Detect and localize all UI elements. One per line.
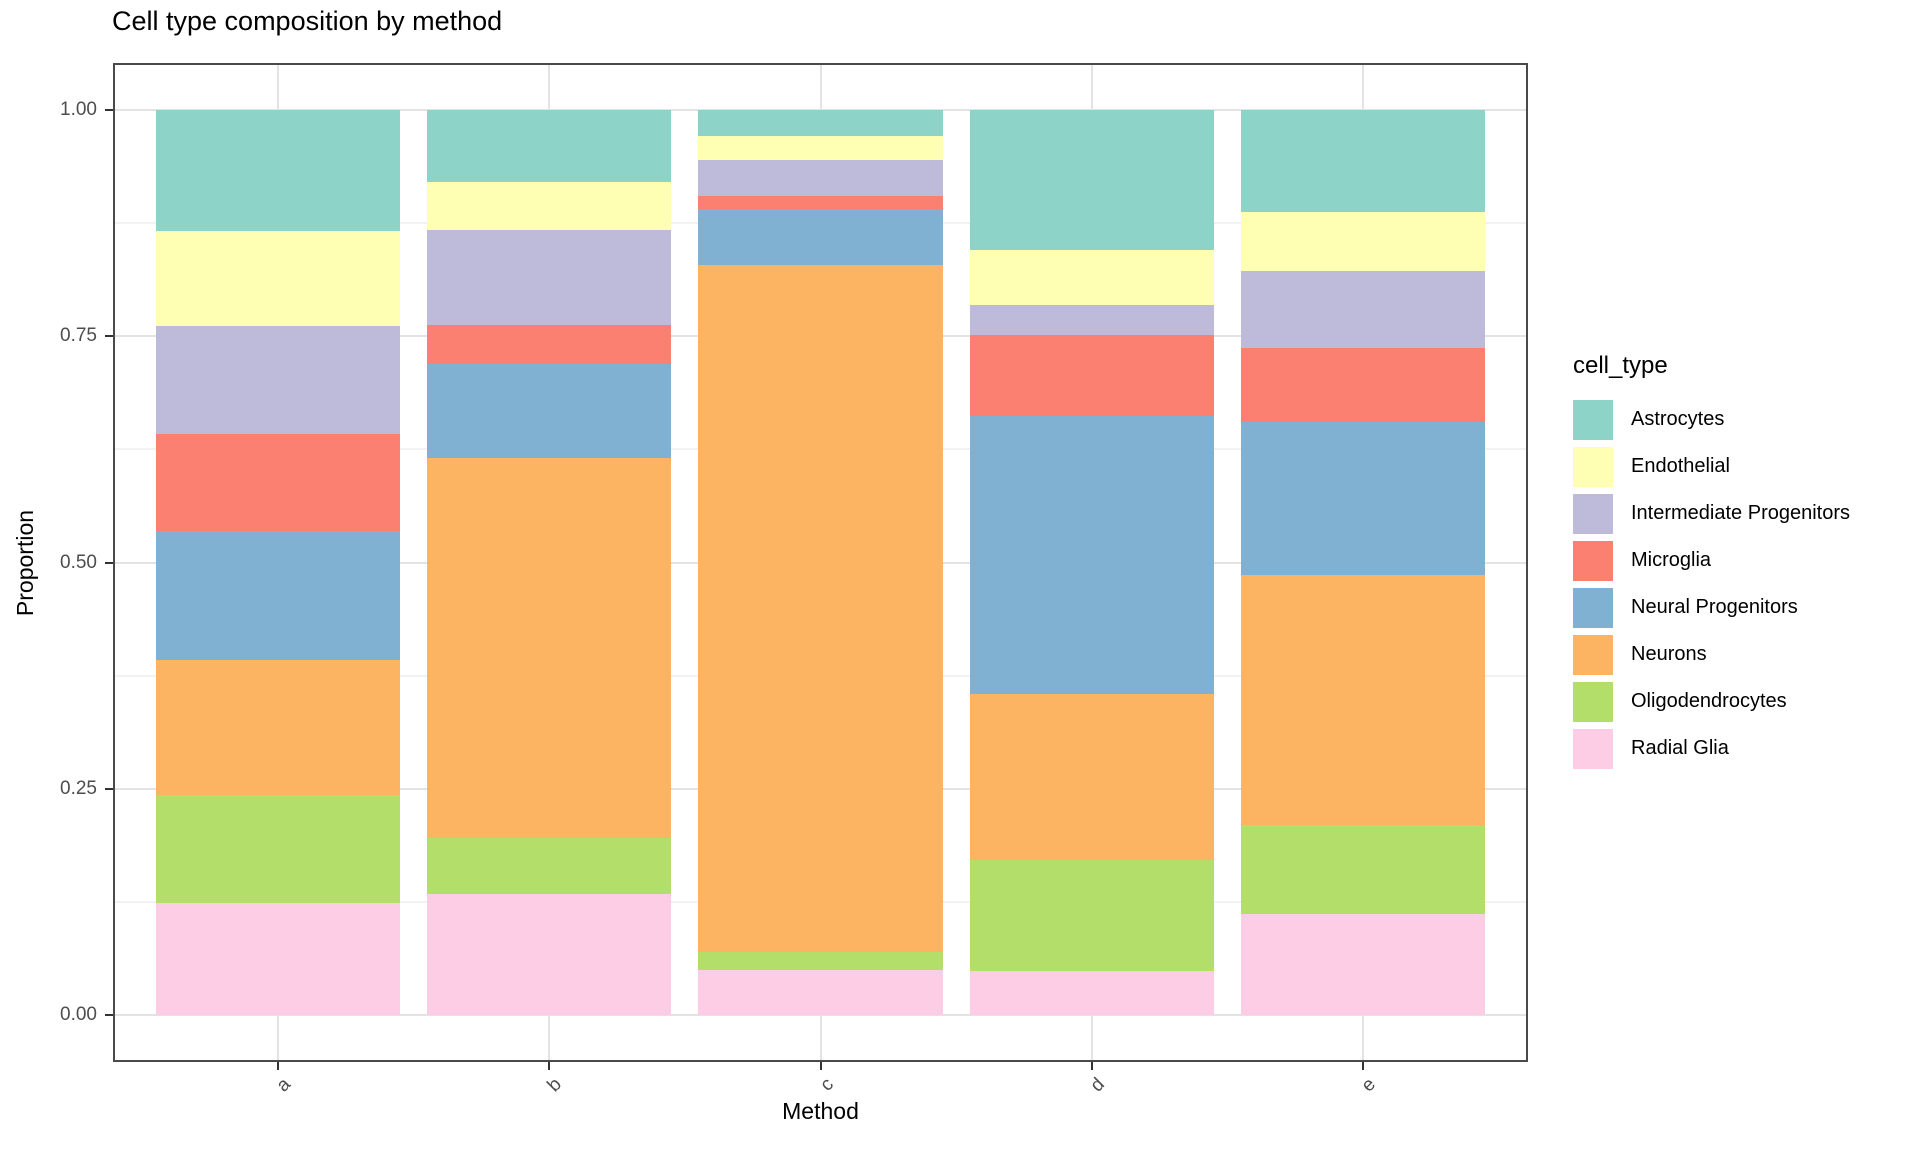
legend-swatch — [1573, 728, 1613, 769]
bar-segment — [1241, 110, 1486, 212]
y-tick-label: 0.25 — [60, 777, 97, 799]
bar-segment — [427, 229, 672, 325]
bar-segment — [1241, 348, 1486, 423]
legend-swatch — [1573, 493, 1613, 534]
bar-segment — [698, 208, 943, 265]
bar-segment — [969, 334, 1214, 416]
bar-segment — [155, 530, 400, 661]
legend-key-label: Neurons — [1631, 643, 1707, 665]
bar-segment — [427, 894, 672, 1015]
legend-key-label: Radial Glia — [1631, 737, 1729, 759]
x-axis-tick — [819, 1062, 822, 1070]
bar-segment — [969, 304, 1214, 335]
x-axis-tick — [1362, 1062, 1365, 1070]
bar-segment — [1241, 575, 1486, 825]
bar-segment — [698, 264, 943, 953]
legend-swatch — [1573, 540, 1613, 581]
legend-key-label: Oligodendrocytes — [1631, 690, 1787, 712]
legend: cell_type Astrocytes Endothelial Intermedi… — [1573, 352, 1850, 772]
bar-segment — [698, 952, 943, 971]
bar-segment — [969, 415, 1214, 694]
bar-segment — [427, 363, 672, 458]
bar-segment — [1241, 914, 1486, 1015]
x-tick-label: a — [272, 1074, 295, 1097]
legend-key: Astrocytes — [1573, 396, 1850, 443]
bar-segment — [155, 660, 400, 795]
legend-key-label: Intermediate Progenitors — [1631, 502, 1851, 524]
y-tick-label: 1.00 — [60, 99, 97, 121]
legend-key: Neural Progenitors — [1573, 584, 1850, 631]
bar-segment — [969, 249, 1214, 305]
y-axis-tick — [105, 787, 113, 790]
legend-key-label: Microglia — [1631, 549, 1712, 571]
legend-key: Radial Glia — [1573, 725, 1850, 772]
bar-segment — [155, 434, 400, 531]
x-tick-label: c — [815, 1074, 838, 1096]
bar-segment — [155, 902, 400, 1015]
y-tick-label: 0.75 — [60, 325, 97, 347]
x-axis-tick — [548, 1062, 551, 1070]
legend-key-label: Astrocytes — [1631, 408, 1725, 430]
legend-swatch — [1573, 399, 1613, 440]
y-axis-tick — [105, 335, 113, 338]
y-tick-label: 0.50 — [60, 551, 97, 573]
bar-segment — [969, 693, 1214, 861]
bar-segment — [427, 181, 672, 230]
legend-key: Intermediate Progenitors — [1573, 490, 1850, 537]
plot-panel — [113, 63, 1528, 1062]
bar-segment — [698, 160, 943, 197]
bar-segment — [1241, 824, 1486, 915]
y-axis-tick — [105, 561, 113, 564]
bar-segment — [969, 110, 1214, 250]
x-axis-tick — [1090, 1062, 1093, 1070]
legend-swatch — [1573, 587, 1613, 628]
bar-segment — [969, 860, 1214, 972]
bar-segment — [427, 110, 672, 182]
chart-title: Cell type composition by method — [112, 6, 503, 36]
bar-segment — [155, 326, 400, 435]
bar-segment — [155, 110, 400, 231]
legend-key-label: Endothelial — [1631, 455, 1730, 477]
legend-swatch — [1573, 446, 1613, 487]
y-tick-label: 0.00 — [60, 1003, 97, 1025]
bar-segment — [698, 970, 943, 1015]
legend-swatch — [1573, 634, 1613, 675]
y-axis-tick — [105, 1013, 113, 1016]
x-axis-title: Method — [782, 1098, 859, 1124]
bar-segment — [969, 971, 1214, 1015]
legend-key: Neurons — [1573, 631, 1850, 678]
bar-segment — [427, 457, 672, 839]
legend-swatch — [1573, 681, 1613, 722]
bar-segment — [698, 136, 943, 160]
x-tick-label: d — [1086, 1074, 1109, 1097]
bar-segment — [1241, 211, 1486, 272]
bar-segment — [698, 196, 943, 209]
legend-key: Oligodendrocytes — [1573, 678, 1850, 725]
bar-segment — [698, 110, 943, 137]
legend-key: Endothelial — [1573, 443, 1850, 490]
bar-segment — [1241, 271, 1486, 349]
bar-segment — [427, 324, 672, 364]
bar-segment — [155, 794, 400, 903]
legend-title: cell_type — [1573, 352, 1668, 379]
x-axis-tick — [276, 1062, 279, 1070]
bar-segment — [155, 230, 400, 327]
bar-segment — [1241, 422, 1486, 576]
x-tick-label: e — [1357, 1074, 1381, 1097]
y-axis-tick — [105, 109, 113, 112]
bar-segment — [427, 838, 672, 895]
legend-key-label: Neural Progenitors — [1631, 596, 1798, 618]
legend-keys: Astrocytes Endothelial Intermediate Progen… — [1573, 396, 1850, 772]
x-tick-label: b — [543, 1074, 566, 1097]
legend-key: Microglia — [1573, 537, 1850, 584]
